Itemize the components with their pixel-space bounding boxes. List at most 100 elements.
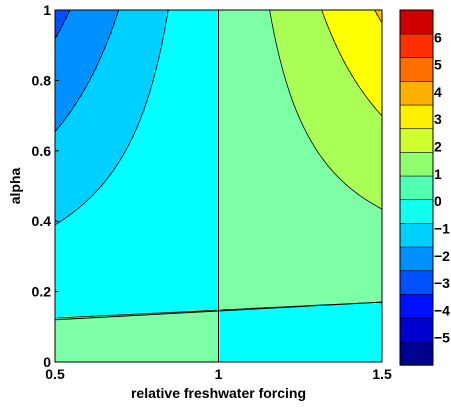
contour-cell	[91, 100, 95, 104]
contour-cell	[151, 22, 155, 26]
contour-cell	[253, 109, 257, 113]
contour-cell	[220, 67, 224, 71]
contour-cell	[259, 133, 263, 137]
contour-cell	[259, 58, 263, 62]
contour-cell	[298, 43, 302, 47]
contour-cell	[118, 34, 122, 38]
contour-cell	[262, 76, 266, 80]
contour-cell	[352, 22, 356, 26]
contour-cell	[226, 82, 230, 86]
contour-cell	[139, 115, 143, 119]
contour-cell	[370, 103, 374, 107]
contour-cell	[283, 142, 287, 146]
contour-cell	[157, 28, 161, 32]
contour-cell	[58, 145, 62, 149]
contour-cell	[145, 19, 149, 23]
contour-cell	[184, 28, 188, 32]
contour-cell	[355, 100, 359, 104]
contour-cell	[172, 118, 176, 122]
contour-cell	[355, 34, 359, 38]
contour-cell	[100, 130, 104, 134]
contour-cell	[85, 46, 89, 50]
contour-cell	[70, 142, 74, 146]
contour-cell	[112, 79, 116, 83]
contour-cell	[274, 109, 278, 113]
contour-cell	[355, 10, 359, 14]
contour-cell	[76, 136, 80, 140]
contour-cell	[187, 16, 191, 20]
contour-cell	[289, 52, 293, 56]
contour-cell	[379, 106, 383, 110]
contour-cell	[205, 109, 209, 113]
contour-cell	[316, 70, 320, 74]
contour-cell	[301, 127, 305, 131]
contour-cell	[304, 121, 308, 125]
contour-cell	[73, 127, 77, 131]
contour-cell	[346, 34, 350, 38]
contour-cell	[244, 97, 248, 101]
contour-cell	[358, 118, 362, 122]
contour-cell	[370, 73, 374, 77]
contour-cell	[178, 100, 182, 104]
contour-cell	[289, 130, 293, 134]
contour-cell	[256, 109, 260, 113]
contour-cell	[253, 55, 257, 59]
contour-cell	[352, 58, 356, 62]
contour-cell	[160, 130, 164, 134]
contour-cell	[220, 85, 224, 89]
contour-cell	[79, 139, 83, 143]
contour-cell	[169, 37, 173, 41]
contour-cell	[130, 85, 134, 89]
contour-cell	[280, 106, 284, 110]
contour-cell	[130, 31, 134, 35]
contour-cell	[307, 121, 311, 125]
contour-cell	[295, 70, 299, 74]
contour-cell	[349, 37, 353, 41]
contour-cell	[166, 67, 170, 71]
contour-cell	[364, 79, 368, 83]
contour-cell	[367, 82, 371, 86]
contour-cell	[238, 16, 242, 20]
contour-cell	[208, 34, 212, 38]
contour-cell	[148, 55, 152, 59]
contour-cell	[187, 94, 191, 98]
contour-cell	[118, 61, 122, 65]
contour-cell	[304, 82, 308, 86]
contour-cell	[148, 145, 152, 149]
contour-cell	[157, 142, 161, 146]
contour-cell	[238, 19, 242, 23]
contour-cell	[142, 31, 146, 35]
contour-cell	[76, 115, 80, 119]
contour-cell	[67, 73, 71, 77]
contour-cell	[106, 76, 110, 80]
contour-cell	[181, 28, 185, 32]
contour-cell	[316, 142, 320, 146]
contour-cell	[265, 115, 269, 119]
contour-cell	[241, 13, 245, 17]
contour-cell	[316, 97, 320, 101]
contour-cell	[172, 49, 176, 53]
contour-cell	[199, 136, 203, 140]
contour-cell	[340, 70, 344, 74]
contour-cell	[349, 112, 353, 116]
contour-cell	[379, 109, 383, 113]
contour-cell	[181, 106, 185, 110]
contour-cell	[337, 76, 341, 80]
contour-cell	[379, 34, 383, 38]
contour-cell	[85, 10, 89, 14]
contour-cell	[301, 94, 305, 98]
contour-cell	[214, 10, 218, 14]
contour-cell	[322, 130, 326, 134]
contour-cell	[124, 139, 128, 143]
contour-cell	[241, 100, 245, 104]
contour-cell	[334, 46, 338, 50]
contour-cell	[127, 112, 131, 116]
contour-cell	[73, 103, 77, 107]
contour-cell	[322, 106, 326, 110]
contour-cell	[157, 55, 161, 59]
contour-cell	[247, 55, 251, 59]
contour-cell	[118, 55, 122, 59]
contour-cell	[235, 49, 239, 53]
contour-cell	[187, 67, 191, 71]
contour-cell	[112, 52, 116, 56]
